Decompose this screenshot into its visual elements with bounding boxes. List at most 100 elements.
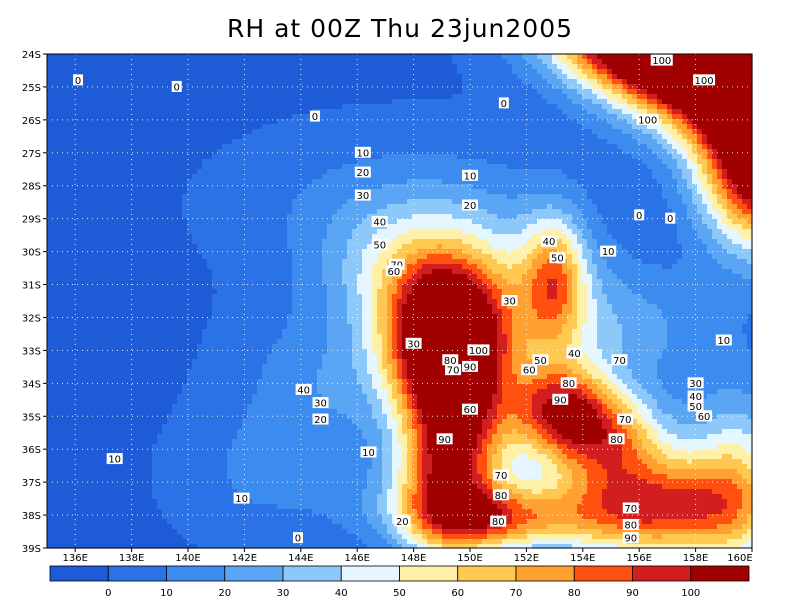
field-cell: [437, 89, 443, 95]
field-cell: [352, 124, 358, 130]
field-cell: [97, 59, 103, 65]
field-cell: [52, 129, 58, 135]
field-cell: [247, 79, 253, 85]
field-cell: [597, 74, 603, 80]
field-cell: [302, 129, 308, 135]
field-cell: [117, 129, 123, 135]
field-cell: [342, 204, 348, 210]
field-cell: [122, 174, 128, 180]
field-cell: [532, 114, 538, 120]
field-cell: [217, 89, 223, 95]
field-cell: [122, 159, 128, 165]
field-cell: [132, 114, 138, 120]
field-cell: [542, 124, 548, 130]
field-cell: [482, 224, 488, 230]
field-cell: [607, 79, 613, 85]
field-cell: [647, 84, 653, 90]
field-cell: [132, 154, 138, 160]
field-cell: [372, 109, 378, 115]
field-cell: [717, 194, 723, 200]
field-cell: [702, 59, 708, 65]
field-cell: [367, 124, 373, 130]
field-cell: [737, 214, 743, 220]
field-cell: [587, 94, 593, 100]
field-cell: [152, 169, 158, 175]
field-cell: [267, 174, 273, 180]
field-cell: [572, 179, 578, 185]
field-cell: [622, 79, 628, 85]
field-cell: [142, 99, 148, 105]
field-cell: [372, 204, 378, 210]
field-cell: [647, 134, 653, 140]
field-cell: [502, 199, 508, 205]
field-cell: [177, 69, 183, 75]
field-cell: [147, 179, 153, 185]
field-cell: [427, 64, 433, 70]
field-cell: [607, 139, 613, 145]
field-cell: [322, 79, 328, 85]
field-cell: [357, 179, 363, 185]
field-cell: [532, 189, 538, 195]
field-cell: [532, 99, 538, 105]
field-cell: [67, 64, 73, 70]
field-cell: [732, 79, 738, 85]
field-cell: [322, 74, 328, 80]
field-cell: [342, 99, 348, 105]
field-cell: [622, 149, 628, 155]
field-cell: [687, 109, 693, 115]
field-cell: [372, 129, 378, 135]
field-cell: [222, 154, 228, 160]
field-cell: [522, 154, 528, 160]
field-cell: [72, 104, 78, 110]
field-cell: [142, 74, 148, 80]
field-cell: [422, 164, 428, 170]
field-cell: [662, 224, 668, 230]
field-cell: [92, 124, 98, 130]
field-cell: [127, 79, 133, 85]
field-cell: [92, 179, 98, 185]
field-cell: [122, 139, 128, 145]
field-cell: [272, 214, 278, 220]
field-cell: [537, 204, 543, 210]
field-cell: [122, 164, 128, 170]
field-cell: [102, 189, 108, 195]
field-cell: [432, 224, 438, 230]
field-cell: [602, 164, 608, 170]
field-cell: [422, 124, 428, 130]
field-cell: [137, 89, 143, 95]
field-cell: [527, 54, 533, 60]
field-cell: [592, 159, 598, 165]
field-cell: [582, 154, 588, 160]
field-cell: [47, 114, 53, 120]
field-cell: [62, 159, 68, 165]
field-cell: [467, 104, 473, 110]
field-cell: [467, 184, 473, 190]
field-cell: [542, 194, 548, 200]
field-cell: [347, 59, 353, 65]
field-cell: [152, 209, 158, 215]
field-cell: [107, 79, 113, 85]
field-cell: [342, 179, 348, 185]
field-cell: [622, 179, 628, 185]
field-cell: [537, 94, 543, 100]
field-cell: [532, 174, 538, 180]
field-cell: [92, 134, 98, 140]
field-cell: [117, 64, 123, 70]
field-cell: [557, 164, 563, 170]
field-cell: [292, 169, 298, 175]
field-cell: [592, 184, 598, 190]
field-cell: [242, 209, 248, 215]
field-cell: [327, 79, 333, 85]
field-cell: [112, 199, 118, 205]
field-cell: [107, 199, 113, 205]
field-cell: [237, 99, 243, 105]
field-cell: [542, 54, 548, 60]
field-cell: [377, 124, 383, 130]
field-cell: [622, 209, 628, 215]
field-cell: [292, 229, 298, 235]
field-cell: [547, 164, 553, 170]
field-cell: [662, 94, 668, 100]
field-cell: [422, 74, 428, 80]
field-cell: [482, 139, 488, 145]
field-cell: [637, 124, 643, 130]
